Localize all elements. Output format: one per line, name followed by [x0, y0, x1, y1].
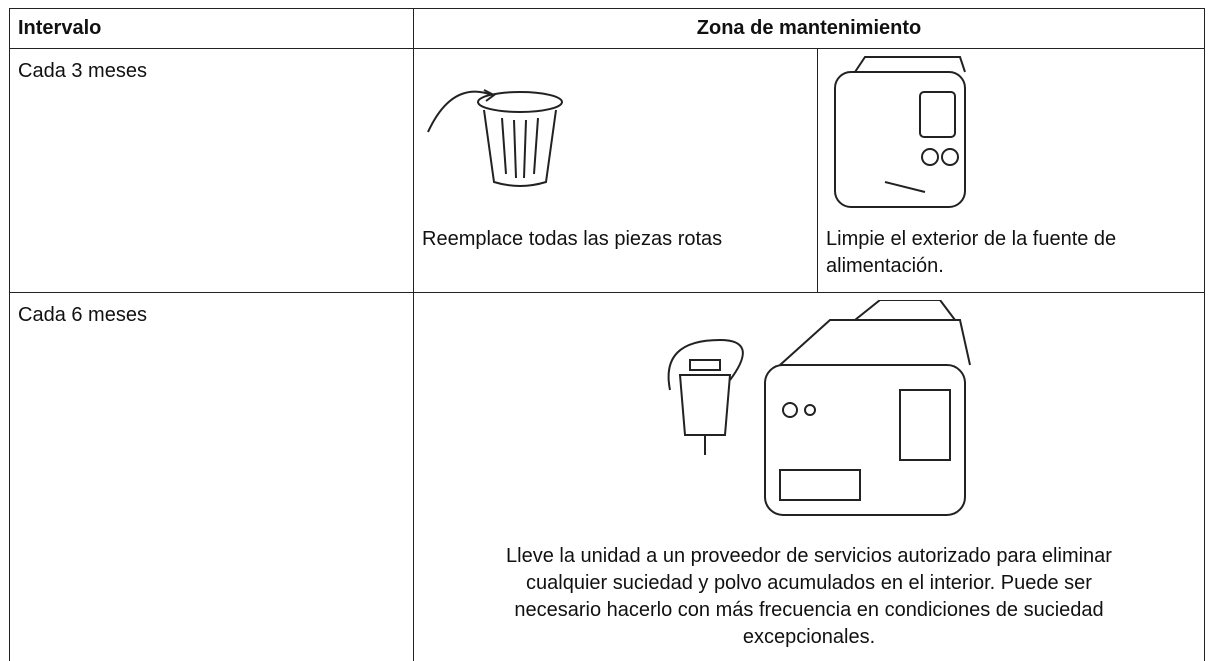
border [817, 48, 818, 292]
border [413, 8, 414, 661]
service-illustration [667, 300, 971, 516]
border [9, 292, 1205, 293]
task-cell: Limpie el exterior de la fuente de alime… [826, 228, 1117, 277]
border [1204, 8, 1205, 661]
machine-icon [834, 56, 966, 208]
interval-cell: Cada 6 meses [18, 304, 147, 326]
header-cell: Intervalo [18, 17, 102, 39]
task-cell: Lleve la unidad a un proveedor de servic… [506, 545, 1112, 648]
trash-icon [427, 89, 563, 187]
task-cell: Reemplace todas las piezas rotas [422, 228, 723, 250]
header-cell: Zona de mantenimiento [696, 17, 922, 39]
border [9, 8, 10, 661]
interval-cell: Cada 3 meses [18, 60, 147, 82]
border [9, 48, 1205, 49]
border [9, 8, 1205, 9]
